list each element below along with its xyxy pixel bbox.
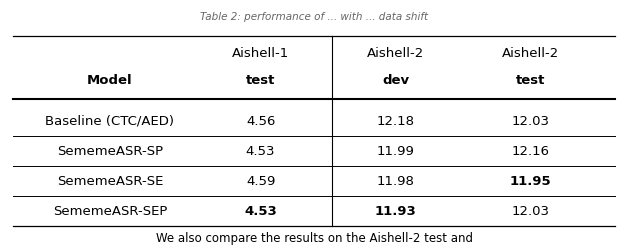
Text: Aishell-2: Aishell-2 — [367, 47, 425, 60]
Text: Baseline (CTC/AED): Baseline (CTC/AED) — [45, 115, 175, 128]
Text: Model: Model — [87, 74, 133, 86]
Text: Aishell-1: Aishell-1 — [232, 47, 290, 60]
Text: 12.03: 12.03 — [512, 205, 550, 218]
Text: 4.53: 4.53 — [246, 145, 275, 158]
Text: SememeASR-SP: SememeASR-SP — [57, 145, 163, 158]
Text: dev: dev — [382, 74, 409, 86]
Text: 4.56: 4.56 — [246, 115, 275, 128]
Text: Aishell-2: Aishell-2 — [502, 47, 560, 60]
Text: 11.98: 11.98 — [377, 175, 414, 188]
Text: SememeASR-SE: SememeASR-SE — [57, 175, 163, 188]
Text: We also compare the results on the Aishell-2 test and: We also compare the results on the Aishe… — [156, 232, 472, 245]
Text: test: test — [246, 74, 275, 86]
Text: 4.53: 4.53 — [244, 205, 277, 218]
Text: 11.95: 11.95 — [510, 175, 551, 188]
Text: 12.18: 12.18 — [377, 115, 414, 128]
Text: Table 2: performance of ... with ... data shift: Table 2: performance of ... with ... dat… — [200, 12, 428, 22]
Text: 12.03: 12.03 — [512, 115, 550, 128]
Text: 12.16: 12.16 — [512, 145, 550, 158]
Text: test: test — [516, 74, 545, 86]
Text: 11.93: 11.93 — [375, 205, 416, 218]
Text: 11.99: 11.99 — [377, 145, 414, 158]
Text: 4.59: 4.59 — [246, 175, 275, 188]
Text: SememeASR-SEP: SememeASR-SEP — [53, 205, 167, 218]
